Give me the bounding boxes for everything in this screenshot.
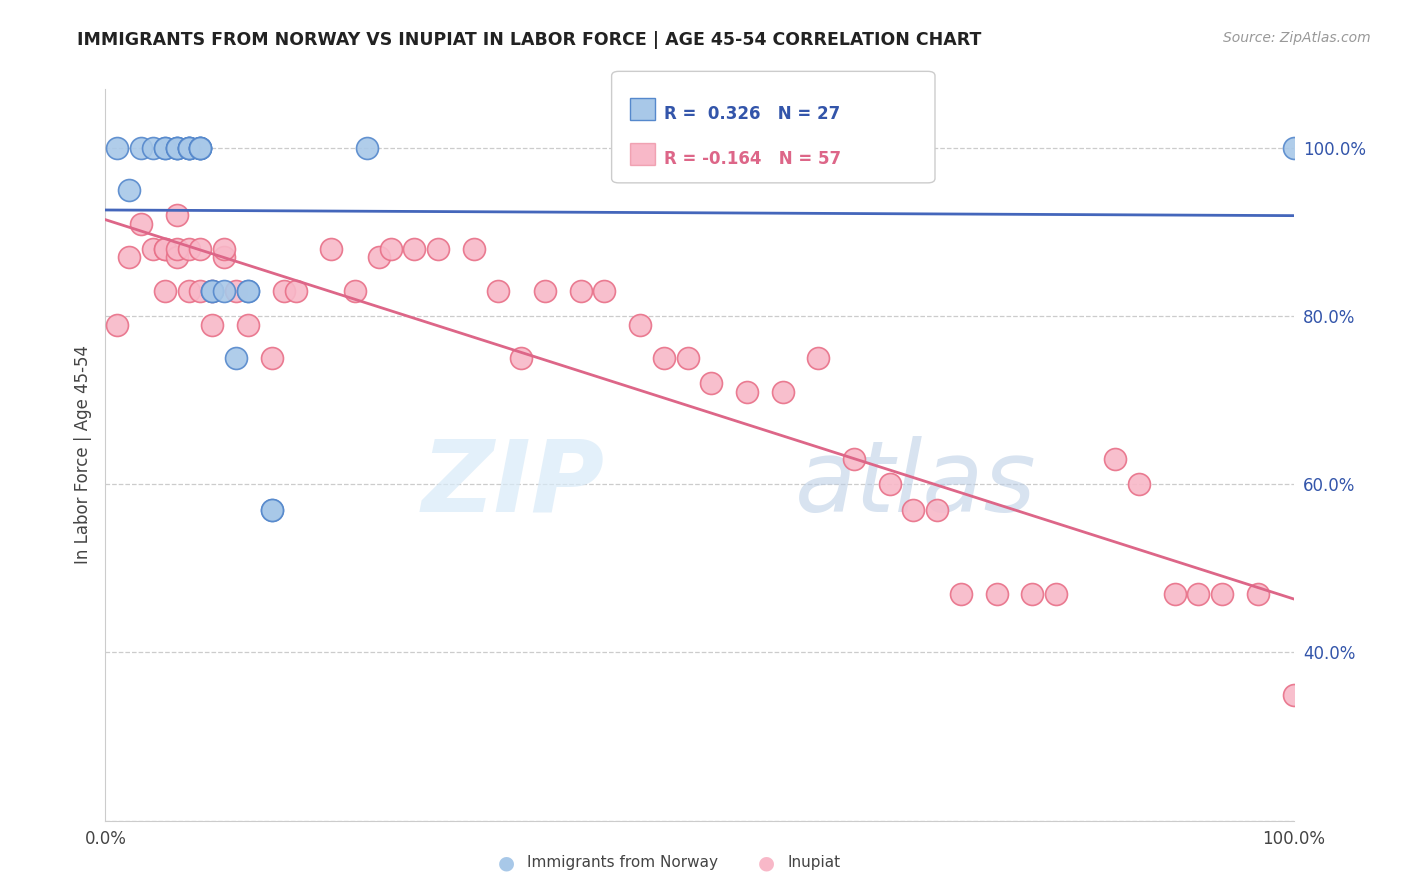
Point — [177, 141, 200, 155]
Point — [772, 384, 794, 399]
Point — [153, 242, 176, 256]
Point — [676, 351, 699, 366]
Point — [190, 141, 212, 155]
Point — [628, 318, 651, 332]
Point — [404, 242, 426, 256]
Text: Source: ZipAtlas.com: Source: ZipAtlas.com — [1223, 31, 1371, 45]
Y-axis label: In Labor Force | Age 45-54: In Labor Force | Age 45-54 — [73, 345, 91, 565]
Point — [879, 477, 901, 491]
Text: ●: ● — [758, 853, 775, 872]
Point — [1104, 452, 1126, 467]
Point — [593, 284, 616, 298]
Point — [1282, 688, 1305, 702]
Point — [842, 452, 865, 467]
Point — [260, 502, 283, 516]
Point — [356, 141, 378, 155]
Point — [486, 284, 509, 298]
Point — [153, 284, 176, 298]
Point — [260, 351, 283, 366]
Point — [142, 141, 165, 155]
Point — [1282, 141, 1305, 155]
Point — [201, 284, 224, 298]
Point — [177, 141, 200, 155]
Point — [1211, 587, 1233, 601]
Point — [129, 217, 152, 231]
Point — [190, 284, 212, 298]
Point — [190, 141, 212, 155]
Point — [925, 502, 948, 516]
Point — [201, 284, 224, 298]
Point — [153, 141, 176, 155]
Point — [534, 284, 557, 298]
Point — [177, 141, 200, 155]
Point — [214, 242, 236, 256]
Point — [166, 141, 188, 155]
Point — [166, 208, 188, 222]
Text: IMMIGRANTS FROM NORWAY VS INUPIAT IN LABOR FORCE | AGE 45-54 CORRELATION CHART: IMMIGRANTS FROM NORWAY VS INUPIAT IN LAB… — [77, 31, 981, 49]
Point — [166, 251, 188, 265]
Point — [380, 242, 402, 256]
Point — [166, 141, 188, 155]
Point — [166, 242, 188, 256]
Point — [201, 318, 224, 332]
Point — [1247, 587, 1270, 601]
Point — [105, 141, 128, 155]
Point — [177, 242, 200, 256]
Point — [343, 284, 366, 298]
Point — [321, 242, 343, 256]
Point — [177, 284, 200, 298]
Point — [142, 242, 165, 256]
Text: ●: ● — [498, 853, 515, 872]
Point — [1128, 477, 1150, 491]
Point — [1187, 587, 1209, 601]
Point — [1045, 587, 1067, 601]
Point — [284, 284, 307, 298]
Text: R = -0.164   N = 57: R = -0.164 N = 57 — [664, 150, 841, 168]
Point — [1021, 587, 1043, 601]
Text: Inupiat: Inupiat — [787, 855, 841, 870]
Text: R =  0.326   N = 27: R = 0.326 N = 27 — [664, 105, 839, 123]
Point — [236, 284, 259, 298]
Point — [236, 284, 259, 298]
Point — [177, 141, 200, 155]
Point — [949, 587, 972, 601]
Point — [260, 502, 283, 516]
Point — [986, 587, 1008, 601]
Point — [236, 318, 259, 332]
Point — [652, 351, 675, 366]
Point — [367, 251, 389, 265]
Point — [105, 318, 128, 332]
Point — [463, 242, 485, 256]
Point — [807, 351, 830, 366]
Text: ZIP: ZIP — [422, 435, 605, 533]
Point — [153, 141, 176, 155]
Point — [190, 242, 212, 256]
Point — [510, 351, 533, 366]
Point — [214, 284, 236, 298]
Text: Immigrants from Norway: Immigrants from Norway — [527, 855, 718, 870]
Point — [190, 141, 212, 155]
Point — [214, 251, 236, 265]
Point — [129, 141, 152, 155]
Point — [153, 242, 176, 256]
Point — [1164, 587, 1187, 601]
Text: atlas: atlas — [794, 435, 1036, 533]
Point — [569, 284, 592, 298]
Point — [273, 284, 295, 298]
Point — [903, 502, 925, 516]
Point — [735, 384, 758, 399]
Point — [190, 141, 212, 155]
Point — [700, 376, 723, 391]
Point — [225, 351, 247, 366]
Point — [118, 251, 141, 265]
Point — [118, 183, 141, 197]
Point — [201, 284, 224, 298]
Point — [225, 284, 247, 298]
Point — [166, 141, 188, 155]
Point — [427, 242, 450, 256]
